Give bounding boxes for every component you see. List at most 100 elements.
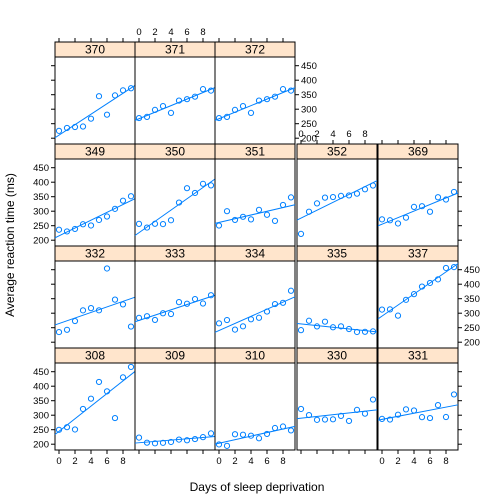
axes-group: 0 2 4 6 8 0 2 4 6 8 0 2 4 6 80 2 4 6 80 2 4 6 8200250300350400… bbox=[33, 27, 480, 467]
y-tick-label: 250 bbox=[464, 323, 480, 334]
data-point bbox=[207, 87, 215, 94]
data-point bbox=[175, 97, 183, 104]
panel-strip-label: 350 bbox=[165, 145, 185, 159]
panel-frame bbox=[296, 260, 378, 349]
data-point bbox=[71, 426, 79, 433]
data-point bbox=[215, 114, 223, 122]
data-point bbox=[103, 388, 111, 395]
x-tick-label: 8 bbox=[200, 27, 205, 38]
data-point bbox=[255, 206, 263, 213]
panel-349: 349 bbox=[54, 143, 136, 247]
y-tick-label: 400 bbox=[33, 382, 49, 393]
panel-strip-label: 335 bbox=[327, 247, 347, 261]
data-point bbox=[442, 413, 450, 421]
data-point bbox=[418, 414, 426, 421]
data-point bbox=[255, 314, 263, 321]
data-point bbox=[175, 199, 183, 206]
data-point bbox=[434, 276, 442, 283]
x-tick-label: 2 bbox=[72, 456, 77, 467]
panel-352: 352 bbox=[296, 143, 378, 247]
x-tick-label: 8 bbox=[362, 129, 367, 140]
panel-frame bbox=[134, 362, 216, 451]
data-point bbox=[450, 264, 458, 271]
data-point bbox=[231, 326, 239, 333]
x-tick-label: 2 bbox=[232, 456, 237, 467]
data-point bbox=[95, 307, 103, 314]
panel-strip-label: 369 bbox=[408, 145, 428, 159]
data-point bbox=[143, 113, 151, 120]
data-point bbox=[450, 391, 458, 398]
y-tick-label: 350 bbox=[464, 294, 480, 305]
data-point bbox=[143, 224, 151, 231]
x-tick-label: 0 bbox=[379, 456, 384, 467]
panel-frame bbox=[134, 56, 216, 145]
data-point bbox=[95, 216, 103, 224]
data-point bbox=[329, 324, 337, 331]
data-point bbox=[263, 430, 271, 438]
data-point bbox=[103, 111, 111, 118]
panel-strip-label: 349 bbox=[85, 145, 105, 159]
y-tick-label: 200 bbox=[33, 236, 49, 247]
x-tick-label: 6 bbox=[427, 456, 432, 467]
data-point bbox=[402, 296, 410, 303]
regression-line bbox=[134, 87, 216, 121]
regression-line bbox=[54, 371, 136, 435]
x-axis-title: Days of sleep deprivation bbox=[190, 480, 325, 494]
data-point bbox=[361, 328, 369, 335]
data-point bbox=[167, 438, 175, 446]
x-tick-label: 8 bbox=[443, 456, 448, 467]
panel-309: 309 bbox=[134, 347, 216, 451]
y-tick-label: 200 bbox=[301, 134, 317, 145]
data-point bbox=[239, 323, 247, 330]
data-point bbox=[305, 317, 313, 324]
data-point bbox=[95, 93, 103, 100]
data-point bbox=[287, 287, 295, 294]
data-point bbox=[215, 320, 223, 327]
data-point bbox=[442, 264, 450, 272]
x-tick-label: 4 bbox=[88, 456, 93, 467]
data-point bbox=[199, 434, 207, 441]
data-point bbox=[191, 93, 199, 100]
data-point bbox=[337, 412, 345, 419]
data-point bbox=[263, 308, 271, 315]
x-tick-label: 2 bbox=[395, 456, 400, 467]
panel-frame bbox=[134, 158, 216, 247]
data-point bbox=[402, 406, 410, 413]
data-point bbox=[345, 192, 353, 199]
data-point bbox=[426, 208, 434, 215]
data-point bbox=[329, 416, 337, 423]
data-point bbox=[279, 423, 287, 430]
data-point bbox=[247, 216, 255, 223]
panel-strip-label: 330 bbox=[327, 349, 347, 363]
x-tick-label: 6 bbox=[346, 129, 351, 140]
data-point bbox=[345, 417, 353, 425]
panel-strip-label: 351 bbox=[245, 145, 265, 159]
data-point bbox=[151, 316, 159, 324]
data-point bbox=[63, 326, 71, 333]
panel-372: 372 bbox=[214, 41, 296, 145]
regression-line bbox=[54, 85, 136, 139]
panel-331: 331 bbox=[377, 347, 459, 451]
data-point bbox=[127, 363, 135, 371]
data-point bbox=[55, 426, 63, 433]
x-tick-label: 0 bbox=[298, 129, 303, 140]
y-tick-label: 300 bbox=[33, 411, 49, 422]
x-tick-label: 4 bbox=[411, 456, 416, 467]
regression-line bbox=[134, 294, 216, 323]
data-point bbox=[95, 378, 103, 386]
panel-371: 371 bbox=[134, 41, 216, 145]
data-point bbox=[87, 395, 95, 402]
x-tick-label: 8 bbox=[280, 456, 285, 467]
data-point bbox=[183, 96, 191, 103]
data-point bbox=[247, 109, 255, 117]
data-point bbox=[305, 208, 313, 215]
x-tick-label: 0 bbox=[56, 456, 61, 467]
panel-frame bbox=[214, 362, 296, 451]
panel-frame bbox=[54, 362, 136, 451]
regression-line bbox=[377, 192, 459, 227]
data-point bbox=[329, 193, 337, 201]
data-point bbox=[111, 205, 119, 212]
data-point bbox=[279, 201, 287, 209]
data-point bbox=[215, 222, 223, 229]
data-point bbox=[111, 92, 119, 99]
